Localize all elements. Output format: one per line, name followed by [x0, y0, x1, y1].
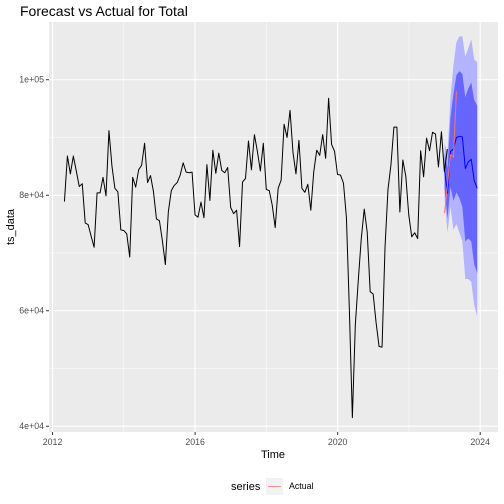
series-lines — [63, 91, 478, 419]
x-tick-label: 2024 — [470, 437, 490, 447]
legend-title: series — [231, 481, 261, 493]
legend-label-actual: Actual — [289, 481, 313, 491]
plot-panel — [49, 22, 498, 432]
gridlines — [49, 22, 498, 432]
y-tick-label: 1e+05 — [19, 75, 44, 85]
x-axis-title: Time — [261, 449, 285, 461]
y-tick-label: 8e+04 — [19, 190, 44, 200]
actual-line — [444, 91, 457, 214]
y-tick-label: 6e+04 — [19, 306, 44, 316]
y-axis: 4e+04 6e+04 8e+04 1e+05 — [19, 75, 49, 431]
y-axis-title: ts_data — [5, 208, 17, 245]
x-tick-label: 2016 — [185, 437, 205, 447]
y-tick-label: 4e+04 — [19, 421, 44, 431]
chart-title: Forecast vs Actual for Total — [20, 3, 188, 19]
history-line — [63, 97, 448, 419]
prediction-intervals — [444, 36, 478, 317]
x-axis: 2012 2016 2020 2024 — [43, 432, 490, 447]
legend: series Actual — [231, 478, 313, 495]
x-tick-label: 2020 — [328, 437, 348, 447]
x-tick-label: 2012 — [43, 437, 63, 447]
band-80 — [444, 71, 478, 274]
